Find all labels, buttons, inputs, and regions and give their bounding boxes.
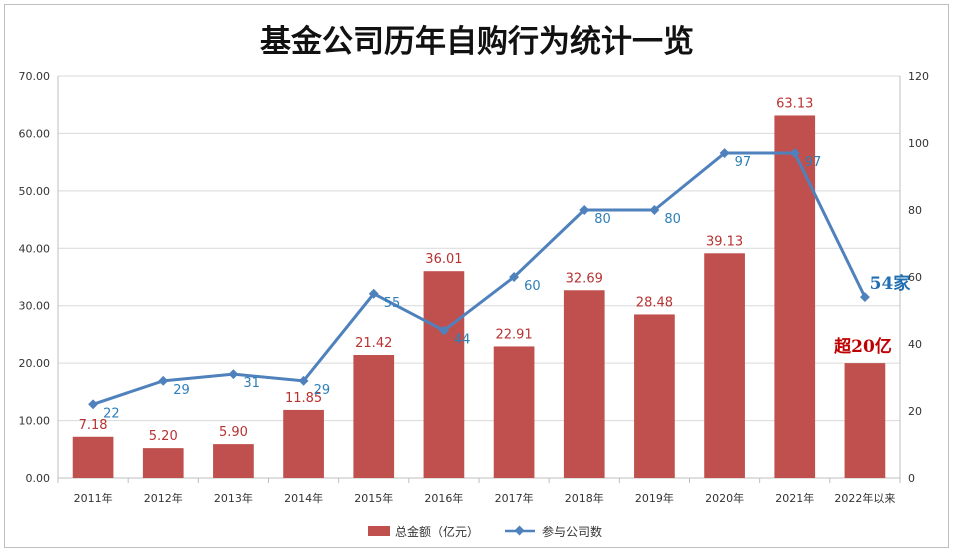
bar-value-label: 7.18 <box>79 418 108 433</box>
x-tick-label: 2011年 <box>74 491 113 505</box>
line-value-label: 80 <box>664 212 681 227</box>
axes: 0.00 10.00 20.00 30.00 40.00 50.00 60.00 70.00 0… <box>19 70 930 505</box>
legend-bar-label: 总金额（亿元） <box>395 524 479 539</box>
line-value-label: 55 <box>384 296 401 311</box>
bar-value-label: 11.85 <box>285 391 322 406</box>
bar <box>423 271 465 478</box>
line-point <box>579 205 590 215</box>
line-point <box>859 292 870 303</box>
line-point <box>509 272 520 282</box>
line-point <box>368 288 379 299</box>
y-right-tick-label: 20 <box>908 405 922 418</box>
line-value-label: 44 <box>454 333 471 348</box>
line-value-label: 80 <box>594 212 611 227</box>
x-tick-label: 2022年以来 <box>834 491 895 505</box>
bar <box>634 314 675 478</box>
y-right-tick-label: 80 <box>908 204 922 217</box>
line-point <box>789 148 800 158</box>
line-value-label: 60 <box>524 279 541 294</box>
x-tick-label: 2015年 <box>354 491 393 505</box>
x-tick-label: 2020年 <box>705 491 744 505</box>
y-right-tick-label: 40 <box>908 338 922 351</box>
y-left-tick-label: 50.00 <box>19 185 51 198</box>
line-value-label: 31 <box>243 376 260 391</box>
y-left-tick-label: 10.00 <box>19 415 51 428</box>
line-value-label: 97 <box>735 155 752 170</box>
y-left-tick-label: 0.00 <box>26 472 51 485</box>
legend-line-label: 参与公司数 <box>542 524 602 539</box>
line-value-label: 22 <box>103 406 120 421</box>
legend-line-marker <box>514 525 525 536</box>
line-point <box>158 375 169 386</box>
bar <box>283 409 324 478</box>
grid-lines <box>58 75 900 479</box>
y-left-tick-label: 30.00 <box>19 300 51 313</box>
bar <box>704 253 745 478</box>
x-tick-label: 2021年 <box>775 491 814 505</box>
line-point <box>88 399 99 410</box>
data-labels: 7.18 5.20 5.90 11.85 21.42 36.01 22.91 32.69 28.… <box>79 96 822 444</box>
line-point <box>649 205 660 215</box>
line-point <box>228 369 239 380</box>
x-tick-label: 2017年 <box>495 491 534 505</box>
bar-value-label: 22.91 <box>495 327 532 342</box>
chart-title: 基金公司历年自购行为统计一览 <box>260 24 694 60</box>
bar-value-label: 21.42 <box>355 336 392 351</box>
y-left-tick-label: 20.00 <box>19 357 51 370</box>
line-series <box>88 148 870 410</box>
x-tick-label: 2019年 <box>635 491 674 505</box>
bar <box>563 290 605 478</box>
bar <box>774 115 816 478</box>
annotation-bar-last: 超20亿 <box>834 336 892 357</box>
line-value-label: 29 <box>173 383 190 398</box>
y-right-tick-label: 0 <box>908 472 915 485</box>
line-path <box>92 151 867 406</box>
line-value-label: 29 <box>314 383 331 398</box>
line-value-label: 97 <box>805 155 822 170</box>
y-right-tick-label: 60 <box>908 271 922 284</box>
y-right-tick-label: 100 <box>908 137 929 150</box>
bar-value-label: 28.48 <box>636 295 673 310</box>
bar <box>493 346 535 478</box>
bar <box>142 448 184 478</box>
x-tick-label: 2014年 <box>284 491 323 505</box>
y-right-tick-label: 120 <box>908 70 929 83</box>
bar-value-label: 63.13 <box>776 96 813 111</box>
x-tick-label: 2012年 <box>144 491 183 505</box>
bar <box>353 354 395 478</box>
line-point <box>719 148 730 158</box>
bar <box>72 436 114 478</box>
legend-bar-swatch <box>368 526 390 536</box>
bar <box>844 363 886 478</box>
legend: 总金额（亿元） 参与公司数 <box>368 524 602 539</box>
bar-series <box>72 115 886 478</box>
y-left-tick-label: 60.00 <box>19 127 51 140</box>
bar-value-label: 5.20 <box>149 429 178 444</box>
y-left-tick-label: 40.00 <box>19 242 51 255</box>
bar-value-label: 32.69 <box>566 271 603 286</box>
bar <box>213 444 254 478</box>
x-tick-label: 2018年 <box>565 491 604 505</box>
line-point <box>438 325 449 336</box>
bar-value-label: 36.01 <box>425 252 462 267</box>
bar-value-label: 39.13 <box>706 234 743 249</box>
x-tick-label: 2016年 <box>424 491 463 505</box>
line-point <box>298 375 309 386</box>
y-left-tick-label: 70.00 <box>19 70 51 83</box>
x-tick-label: 2013年 <box>214 491 253 505</box>
bar-value-label: 5.90 <box>219 425 248 440</box>
annotation-line-last: 54家 <box>870 273 911 294</box>
